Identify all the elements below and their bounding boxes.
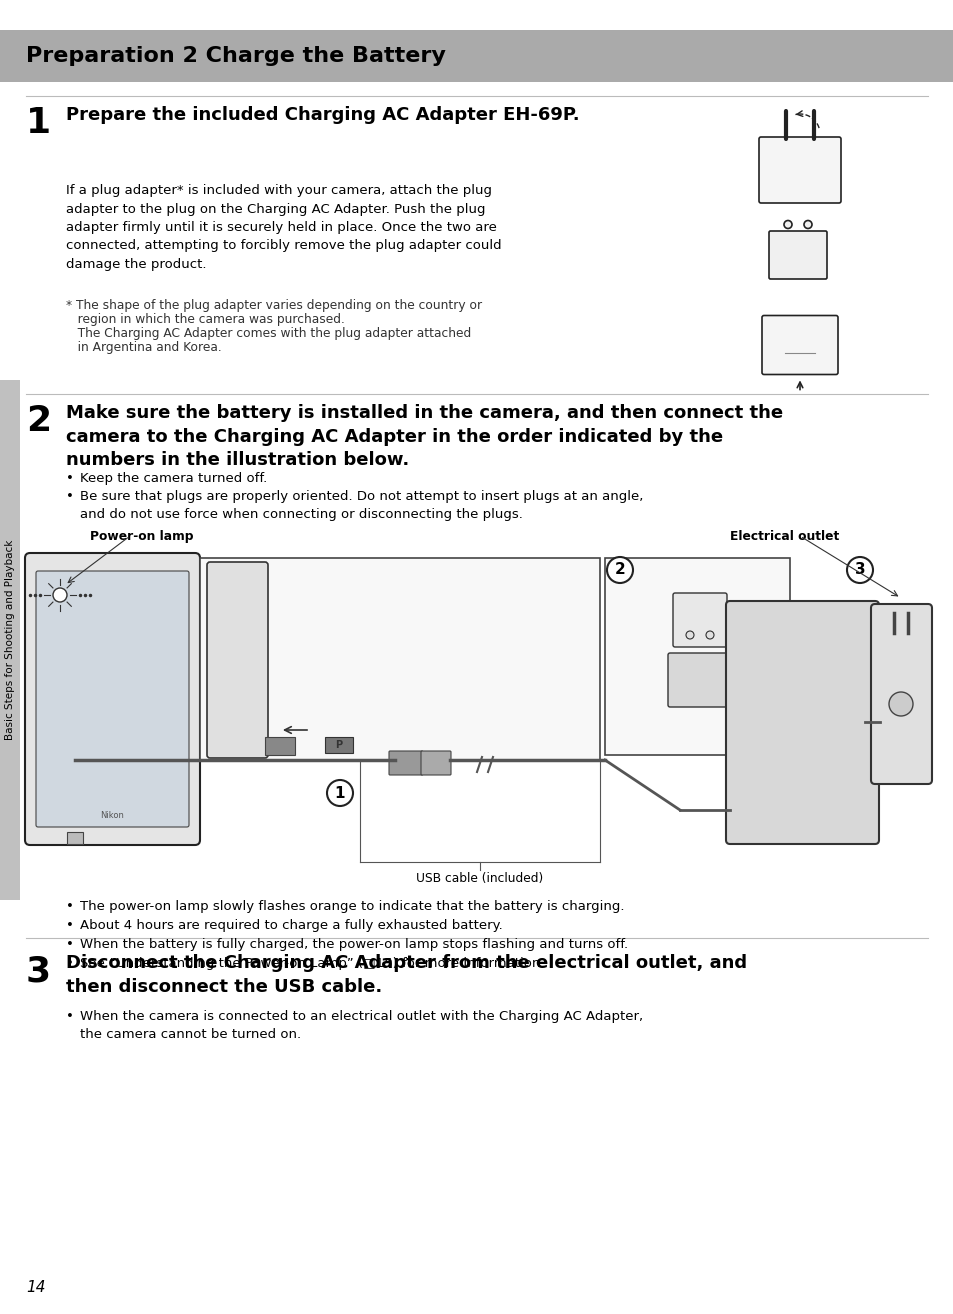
FancyBboxPatch shape — [759, 137, 841, 202]
FancyBboxPatch shape — [672, 593, 726, 646]
Text: 1: 1 — [26, 106, 51, 141]
FancyBboxPatch shape — [725, 600, 878, 844]
FancyBboxPatch shape — [207, 562, 268, 758]
Text: •: • — [66, 490, 73, 503]
Text: * The shape of the plug adapter varies depending on the country or: * The shape of the plug adapter varies d… — [66, 300, 481, 311]
FancyBboxPatch shape — [768, 231, 826, 279]
Text: Prepare the included Charging AC Adapter EH-69P.: Prepare the included Charging AC Adapter… — [66, 106, 579, 124]
Text: 1: 1 — [335, 786, 345, 800]
FancyBboxPatch shape — [25, 553, 200, 845]
Text: Keep the camera turned off.: Keep the camera turned off. — [80, 472, 267, 485]
Text: •: • — [66, 918, 73, 932]
Bar — [0, 380, 20, 900]
Text: Electrical outlet: Electrical outlet — [729, 530, 839, 543]
Text: If a plug adapter* is included with your camera, attach the plug
adapter to the : If a plug adapter* is included with your… — [66, 184, 501, 271]
Text: 3: 3 — [26, 954, 51, 988]
Text: Basic Steps for Shooting and Playback: Basic Steps for Shooting and Playback — [5, 540, 15, 740]
Text: 2: 2 — [614, 562, 625, 577]
Bar — [265, 737, 294, 756]
Bar — [325, 737, 353, 753]
FancyBboxPatch shape — [667, 653, 731, 707]
Text: USB cable (included): USB cable (included) — [416, 872, 543, 886]
Text: Disconnect the Charging AC Adapter from the electrical outlet, and
then disconne: Disconnect the Charging AC Adapter from … — [66, 954, 746, 996]
Text: 2: 2 — [26, 403, 51, 438]
Text: P: P — [335, 740, 342, 750]
Text: When the camera is connected to an electrical outlet with the Charging AC Adapte: When the camera is connected to an elect… — [80, 1010, 642, 1041]
Bar — [200, 558, 599, 759]
Circle shape — [803, 221, 811, 229]
Bar — [604, 558, 789, 756]
Text: The power-on lamp slowly flashes orange to indicate that the battery is charging: The power-on lamp slowly flashes orange … — [80, 900, 624, 913]
FancyBboxPatch shape — [36, 572, 189, 827]
Text: •: • — [66, 938, 73, 951]
Text: •: • — [66, 957, 73, 970]
Text: •: • — [66, 1010, 73, 1024]
Circle shape — [606, 557, 633, 583]
Text: Power-on lamp: Power-on lamp — [90, 530, 193, 543]
Text: When the battery is fully charged, the power-on lamp stops flashing and turns of: When the battery is fully charged, the p… — [80, 938, 627, 951]
Circle shape — [53, 587, 67, 602]
Text: See “Understanding the Power-on Lamp” (□15) for more information.: See “Understanding the Power-on Lamp” (□… — [80, 957, 544, 970]
Circle shape — [783, 221, 791, 229]
Text: Preparation 2 Charge the Battery: Preparation 2 Charge the Battery — [26, 46, 445, 66]
Bar — [0, 30, 953, 81]
Text: About 4 hours are required to charge a fully exhausted battery.: About 4 hours are required to charge a f… — [80, 918, 502, 932]
Text: •: • — [66, 900, 73, 913]
FancyBboxPatch shape — [420, 752, 451, 775]
Circle shape — [846, 557, 872, 583]
Circle shape — [327, 781, 353, 805]
Circle shape — [888, 692, 912, 716]
Text: in Argentina and Korea.: in Argentina and Korea. — [66, 342, 221, 353]
Circle shape — [685, 631, 693, 639]
Text: Make sure the battery is installed in the camera, and then connect the
camera to: Make sure the battery is installed in th… — [66, 403, 782, 469]
FancyBboxPatch shape — [389, 752, 422, 775]
FancyBboxPatch shape — [761, 315, 837, 374]
FancyBboxPatch shape — [870, 604, 931, 784]
Text: 3: 3 — [854, 562, 864, 577]
Bar — [22, 545, 931, 855]
Text: The Charging AC Adapter comes with the plug adapter attached: The Charging AC Adapter comes with the p… — [66, 327, 471, 340]
Bar — [67, 832, 83, 844]
Text: 14: 14 — [26, 1280, 46, 1296]
Text: Be sure that plugs are properly oriented. Do not attempt to insert plugs at an a: Be sure that plugs are properly oriented… — [80, 490, 642, 520]
Text: •: • — [66, 472, 73, 485]
Circle shape — [705, 631, 713, 639]
Text: Nikon: Nikon — [100, 811, 124, 820]
Text: region in which the camera was purchased.: region in which the camera was purchased… — [66, 313, 345, 326]
